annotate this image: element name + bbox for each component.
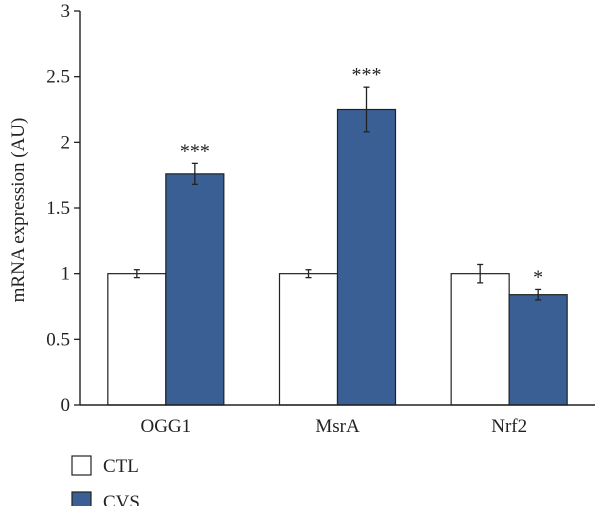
y-tick-label: 3 [61,1,71,22]
bar-cvs-ogg1 [165,173,225,406]
category-labels: OGG1 MsrA Nrf2 [140,416,527,437]
significance-marker: * [533,266,543,288]
legend-label-cvs: CVS [103,492,140,506]
legend-swatch-ctl [71,455,92,476]
y-tick-label: 1 [61,264,71,285]
y-axis-label: mRNA expression (AU) [8,118,29,303]
legend-swatch-cvs [71,491,92,506]
legend: CTL CVS [71,455,140,506]
category-label: OGG1 [140,416,191,437]
category-label: Nrf2 [491,416,527,437]
significance-markers: ******* [180,64,543,288]
y-tick-label: 0 [61,395,71,416]
significance-marker: *** [352,64,382,86]
error-bars [133,86,542,301]
bar-ctl-ogg1 [107,273,167,406]
legend-label-ctl: CTL [103,456,139,477]
y-tick-label: 0.5 [46,329,70,350]
bar-ctl-msra [278,273,339,406]
bar-cvs-msra [336,108,397,406]
category-label: MsrA [315,416,360,437]
bar-ctl-nrf2 [450,273,510,406]
bars [107,108,568,406]
y-tick-label: 2.5 [46,67,70,88]
significance-marker: *** [180,140,210,162]
y-tick-label: 1.5 [46,198,70,219]
y-axis-ticks: 0 0.5 1 1.5 2 2.5 3 [46,1,80,416]
axes [79,11,595,406]
y-tick-label: 2 [61,132,71,153]
bar-cvs-nrf2 [508,294,568,406]
